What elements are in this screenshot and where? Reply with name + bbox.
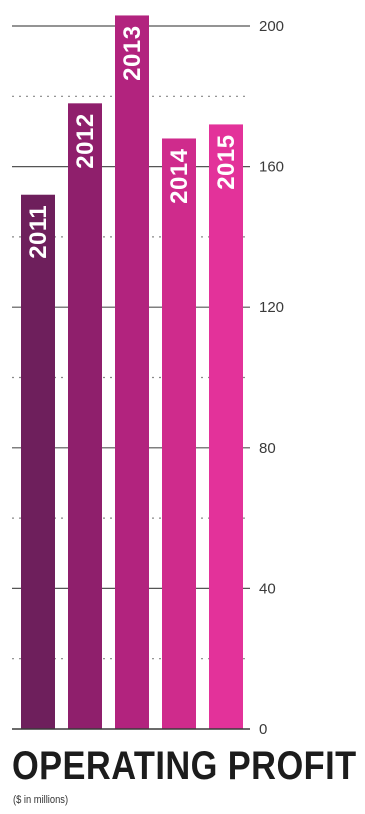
bar-label-2011: 2011: [25, 205, 52, 259]
bar-label-2015: 2015: [213, 134, 240, 189]
bar-2012: [68, 103, 102, 729]
bar-label-2012: 2012: [72, 113, 99, 168]
chart-title: OPERATING PROFIT: [12, 744, 357, 788]
bar-label-2013: 2013: [119, 25, 146, 80]
y-tick-label: 200: [259, 18, 284, 35]
y-axis-ticks: 0 40 80 120 160 200: [259, 18, 284, 738]
y-tick-label: 40: [259, 580, 276, 597]
y-tick-label: 120: [259, 299, 284, 316]
bar-label-2014: 2014: [166, 148, 193, 204]
bar-2014: [162, 138, 196, 730]
y-tick-label: 0: [259, 721, 267, 738]
bar-2011: [21, 194, 55, 730]
bar-2013: [115, 15, 149, 729]
bars: 2011 2012 2013 2014 2015: [21, 15, 243, 730]
y-tick-label: 80: [259, 440, 276, 457]
y-tick-label: 160: [259, 159, 284, 176]
bar-2015: [209, 124, 243, 730]
chart-subtitle: ($ in millions): [13, 794, 69, 806]
bar-chart: 2011 2012 2013 2014 2015 0 40 80 120 160 200: [12, 15, 284, 738]
